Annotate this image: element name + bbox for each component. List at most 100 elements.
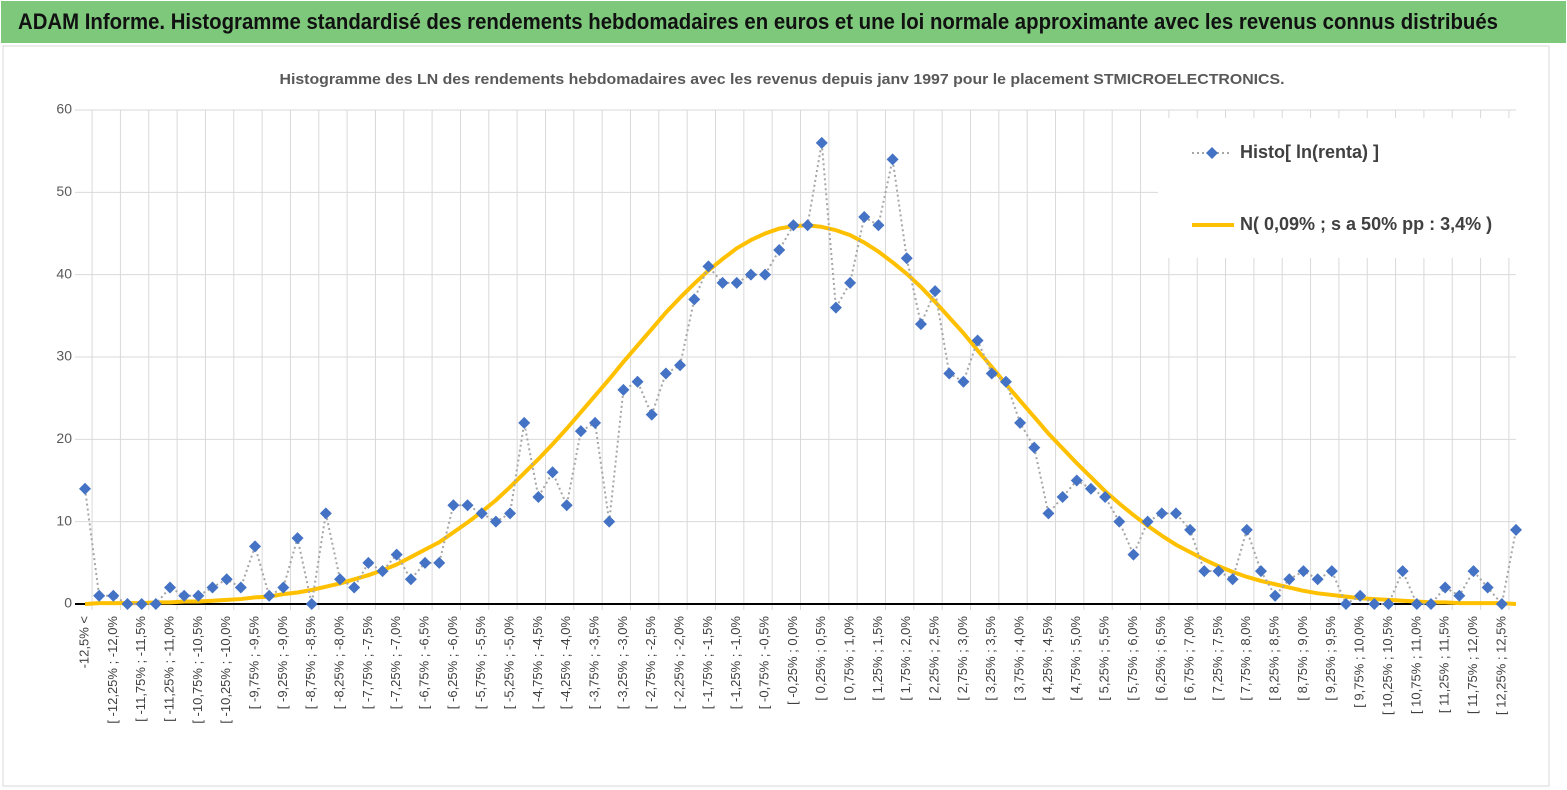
x-tick-label: [ 6,25% ; 6,5%: [1153, 616, 1168, 701]
y-tick-label: 40: [56, 265, 72, 281]
data-point: [1354, 589, 1367, 602]
x-tick-label: [ 5,25% ; 5,5%: [1097, 616, 1112, 701]
data-point: [1127, 548, 1140, 561]
data-point: [1084, 482, 1097, 495]
x-tick-label: [ 12,25% ; 12,5%: [1493, 616, 1508, 715]
data-point: [164, 581, 177, 594]
data-point: [475, 507, 488, 520]
x-tick-label: [ -8,75% ; -8,5%: [303, 616, 318, 710]
x-tick-label: [ 5,75% ; 6,0%: [1125, 616, 1140, 701]
y-tick-label: 0: [64, 595, 72, 611]
data-point: [674, 359, 687, 372]
x-tick-label: [ -8,25% ; -8,0%: [331, 616, 346, 710]
x-tick-label: [ -2,75% ; -2,5%: [643, 616, 658, 710]
y-tick-label: 30: [56, 348, 72, 364]
data-point: [518, 416, 531, 429]
data-point: [1297, 565, 1310, 578]
data-point: [390, 548, 403, 561]
x-tick-label: [ 0,75% ; 1,0%: [842, 616, 857, 701]
legend-label: Histo[ ln(renta) ]: [1240, 142, 1379, 162]
x-tick-label: [ -5,25% ; -5,0%: [501, 616, 516, 710]
x-tick-label: [ 11,25% ; 11,5%: [1437, 616, 1452, 714]
x-tick-label: [ -1,25% ; -1,0%: [728, 616, 743, 710]
data-point: [1070, 474, 1083, 487]
x-tick-label: [ -1,75% ; -1,5%: [700, 616, 715, 710]
data-point: [1439, 581, 1452, 594]
data-point: [121, 598, 134, 610]
x-tick-label: [ -10,25% ; -10,0%: [218, 616, 233, 724]
legend-box: [1158, 118, 1518, 258]
data-point: [79, 482, 91, 495]
data-point: [1283, 573, 1296, 586]
data-point: [1424, 598, 1437, 610]
x-tick-label: [ -9,75% ; -9,5%: [246, 616, 261, 710]
data-point: [759, 268, 772, 281]
data-point: [716, 276, 729, 289]
y-tick-label: 10: [56, 512, 72, 528]
data-point: [1368, 598, 1381, 610]
data-point: [1453, 589, 1466, 602]
x-tick-label: [ 2,75% ; 3,0%: [955, 616, 970, 701]
data-point: [532, 490, 545, 503]
data-point: [744, 268, 757, 281]
x-tick-label: -12,5% <: [76, 616, 91, 668]
data-point: [1240, 523, 1253, 536]
x-tick-label: [ 4,75% ; 5,0%: [1068, 616, 1083, 701]
data-point: [1325, 565, 1338, 578]
x-tick-label: [ 8,75% ; 9,0%: [1295, 616, 1310, 701]
x-tick-label: [ -7,75% ; -7,5%: [360, 616, 375, 710]
y-tick-label: 50: [56, 183, 72, 199]
data-point: [1311, 573, 1324, 586]
data-point: [305, 598, 318, 610]
data-point: [447, 499, 460, 512]
data-point: [1113, 515, 1126, 528]
x-tick-label: [ -3,25% ; -3,0%: [615, 616, 630, 710]
data-point: [617, 383, 630, 396]
x-tick-label: [ 3,75% ; 4,0%: [1012, 616, 1027, 701]
data-point: [730, 276, 743, 289]
data-point: [1042, 507, 1055, 520]
chart-subtitle: Histogramme des LN des rendements hebdom…: [280, 71, 1285, 88]
x-tick-label: [ 4,25% ; 4,5%: [1040, 616, 1055, 701]
data-point: [688, 293, 701, 306]
data-point: [787, 219, 800, 232]
x-tick-label: [ -0,25% ; 0,0%: [785, 616, 800, 705]
x-tick-label: [ -6,25% ; -6,0%: [445, 616, 460, 710]
data-point: [291, 532, 304, 545]
x-tick-label: [ 10,25% ; 10,5%: [1380, 616, 1395, 715]
data-point: [914, 318, 927, 331]
data-point: [844, 276, 857, 289]
y-tick-label: 60: [56, 101, 72, 117]
data-point: [107, 589, 120, 602]
x-tick-label: [ -12,25% ; -12,0%: [105, 616, 120, 724]
data-point: [461, 499, 474, 512]
data-point: [589, 416, 602, 429]
data-point: [1467, 565, 1480, 578]
data-point: [1382, 598, 1395, 610]
data-point: [829, 301, 842, 314]
data-point: [815, 136, 828, 149]
data-point: [277, 581, 290, 594]
data-point: [206, 581, 219, 594]
data-point: [1495, 598, 1508, 610]
data-point: [1141, 515, 1154, 528]
data-point: [546, 466, 559, 479]
data-point: [348, 581, 361, 594]
data-point: [1169, 507, 1182, 520]
data-point: [1510, 523, 1522, 536]
data-point: [999, 375, 1012, 388]
x-tick-label: [ -2,25% ; -2,0%: [672, 616, 687, 710]
data-point: [489, 515, 502, 528]
data-point: [334, 573, 347, 586]
x-tick-label: [ 0,25% ; 0,5%: [813, 616, 828, 701]
data-point: [1410, 598, 1423, 610]
chart-frame: [2, 45, 1550, 787]
data-point: [645, 408, 658, 421]
x-tick-label: [ 3,25% ; 3,5%: [983, 616, 998, 701]
data-point: [801, 219, 814, 232]
data-point: [1014, 416, 1027, 429]
x-tick-label: [ 11,75% ; 12,0%: [1465, 616, 1480, 714]
data-point: [135, 598, 148, 610]
data-point: [319, 507, 332, 520]
data-point: [574, 425, 587, 438]
